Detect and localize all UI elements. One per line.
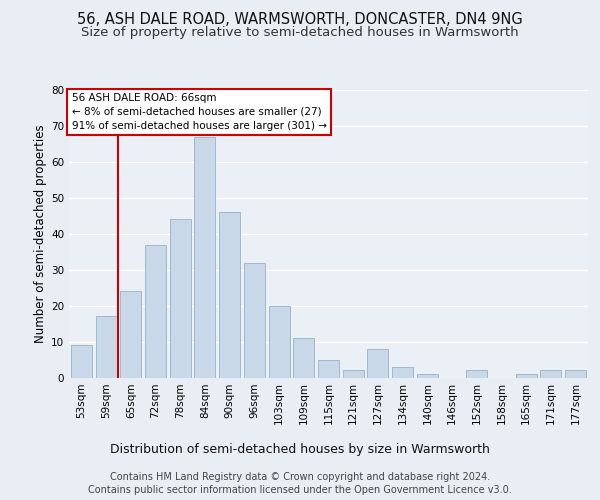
Bar xyxy=(541,370,562,378)
Bar xyxy=(318,360,339,378)
Text: Size of property relative to semi-detached houses in Warmsworth: Size of property relative to semi-detach… xyxy=(81,26,519,39)
Text: Distribution of semi-detached houses by size in Warmsworth: Distribution of semi-detached houses by … xyxy=(110,442,490,456)
Text: 56, ASH DALE ROAD, WARMSWORTH, DONCASTER, DN4 9NG: 56, ASH DALE ROAD, WARMSWORTH, DONCASTER… xyxy=(77,12,523,28)
Bar xyxy=(565,370,586,378)
Bar xyxy=(516,374,537,378)
Y-axis label: Number of semi-detached properties: Number of semi-detached properties xyxy=(34,124,47,343)
Bar xyxy=(194,136,215,378)
Bar xyxy=(392,366,413,378)
Text: Contains public sector information licensed under the Open Government Licence v3: Contains public sector information licen… xyxy=(88,485,512,495)
Text: Contains HM Land Registry data © Crown copyright and database right 2024.: Contains HM Land Registry data © Crown c… xyxy=(110,472,490,482)
Bar xyxy=(170,220,191,378)
Bar xyxy=(269,306,290,378)
Bar xyxy=(343,370,364,378)
Bar xyxy=(145,244,166,378)
Bar xyxy=(466,370,487,378)
Text: 56 ASH DALE ROAD: 66sqm
← 8% of semi-detached houses are smaller (27)
91% of sem: 56 ASH DALE ROAD: 66sqm ← 8% of semi-det… xyxy=(71,93,326,131)
Bar xyxy=(71,345,92,378)
Bar xyxy=(219,212,240,378)
Bar xyxy=(95,316,116,378)
Bar xyxy=(417,374,438,378)
Bar xyxy=(293,338,314,378)
Bar xyxy=(120,291,141,378)
Bar xyxy=(367,349,388,378)
Bar xyxy=(244,262,265,378)
